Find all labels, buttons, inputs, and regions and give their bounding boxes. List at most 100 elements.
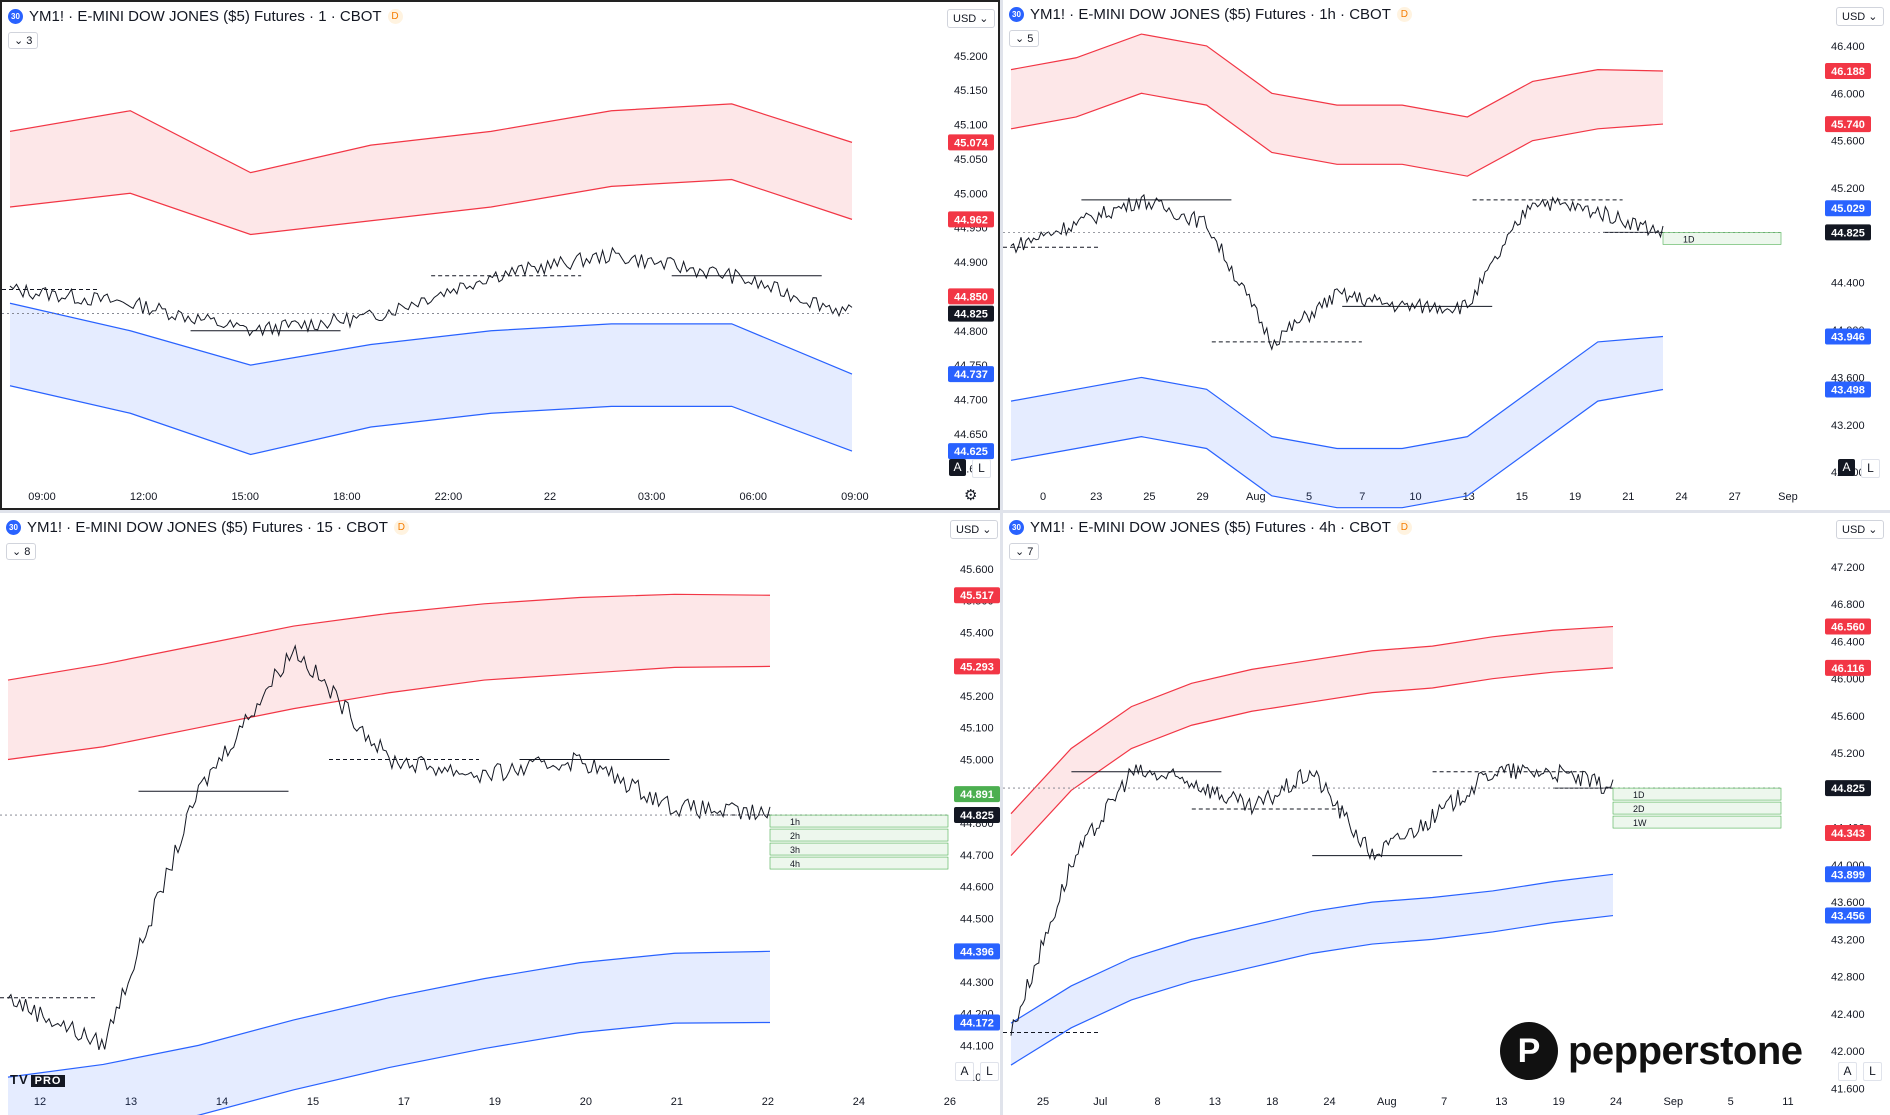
price-tag-label: 44.825 <box>1831 227 1865 239</box>
chart-title[interactable]: YM1! · E-MINI DOW JONES ($5) Futures · 1… <box>29 8 382 25</box>
x-tick-label: Sep <box>1664 1096 1684 1108</box>
projection-zone <box>769 814 949 828</box>
x-tick-label: Sep <box>1778 491 1798 503</box>
auto-scale-button[interactable]: A <box>955 1062 974 1081</box>
currency-selector[interactable]: USD ⌄ <box>950 520 998 539</box>
x-tick-label: 18 <box>1266 1096 1278 1108</box>
projection-zone <box>1612 787 1782 801</box>
chart-panel-15m[interactable]: 45.60045.50045.40045.30045.20045.10045.0… <box>0 513 1000 1115</box>
y-tick-label: 45.600 <box>1831 136 1865 148</box>
lower-inner-band-line <box>9 302 853 375</box>
log-scale-button[interactable]: L <box>1863 1062 1882 1081</box>
dividend-badge[interactable]: D <box>387 9 403 24</box>
y-tick-label: 46.400 <box>1831 41 1865 53</box>
pepperstone-logo: P pepperstone <box>1500 1022 1803 1080</box>
y-tick-label: 45.150 <box>954 85 988 97</box>
y-tick-label: 45.100 <box>960 723 994 735</box>
price-tag-label: 43.946 <box>1831 331 1865 343</box>
indicator-count-toggle[interactable]: ⌄ 8 <box>6 543 37 560</box>
auto-scale-button[interactable]: A <box>1838 1062 1857 1081</box>
dividend-badge[interactable]: D <box>393 520 409 535</box>
indicator-count: 3 <box>26 35 33 47</box>
price-tag-label: 43.456 <box>1831 911 1865 923</box>
log-scale-button[interactable]: L <box>972 459 991 478</box>
dividend-badge[interactable]: D <box>1396 7 1412 22</box>
chart-panel-1m[interactable]: 45.200 45.150 45.100 45.050 45.000 44.950 44.9… <box>0 0 1000 510</box>
currency-selector[interactable]: USD ⌄ <box>947 9 995 28</box>
y-tick-label: 44.400 <box>1831 278 1865 290</box>
price-tag <box>954 587 1000 604</box>
chart-title[interactable]: YM1! · E-MINI DOW JONES ($5) Futures · 4… <box>1030 519 1391 536</box>
auto-scale-button[interactable]: A <box>949 459 966 476</box>
price-tag <box>1825 224 1871 241</box>
currency-selector[interactable]: USD ⌄ <box>1836 520 1884 539</box>
auto-scale-button[interactable]: A <box>1838 459 1855 476</box>
upper-inner-band-line <box>1010 92 1664 177</box>
x-tick-label: 22:00 <box>435 491 463 503</box>
upper-band-fill <box>1011 626 1613 856</box>
y-tick-label: 46.400 <box>1831 636 1865 648</box>
price-tag-label: 45.074 <box>954 137 989 149</box>
x-tick-label: 29 <box>1197 491 1209 503</box>
price-tag-label: 44.737 <box>954 369 988 381</box>
currency-selector[interactable]: USD ⌄ <box>1836 7 1884 26</box>
y-tick-label: 44.650 <box>954 429 988 441</box>
chart-panel-1h[interactable]: 46.40046.00045.60045.20044.80044.40044.0… <box>1003 0 1890 510</box>
chart-title[interactable]: YM1! · E-MINI DOW JONES ($5) Futures · 1… <box>1030 6 1391 23</box>
indicator-count-toggle[interactable]: ⌄ 7 <box>1009 543 1040 560</box>
y-tick-label: 42.400 <box>1831 1009 1865 1021</box>
y-tick-label: 43.200 <box>1831 934 1865 946</box>
y-tick-label: 44.700 <box>960 850 994 862</box>
price-tag <box>1825 63 1871 80</box>
y-tick-label: 45.600 <box>960 564 994 576</box>
x-tick-label: 24 <box>853 1096 865 1108</box>
y-tick-label: 43.600 <box>1831 372 1865 384</box>
chart-canvas-1h[interactable]: 46.40046.00045.60045.20044.80044.40044.0… <box>1003 0 1890 510</box>
price-tag <box>1825 907 1871 924</box>
price-tag <box>948 211 994 228</box>
price-tag <box>948 443 994 460</box>
pepperstone-wordmark: pepperstone <box>1568 1028 1803 1073</box>
price-tag-label: 43.899 <box>1831 869 1865 881</box>
price-tag-label: 44.891 <box>960 789 994 801</box>
y-tick-label: 44.500 <box>960 913 994 925</box>
log-scale-button[interactable]: L <box>1861 459 1880 478</box>
upper-band-line <box>9 103 853 174</box>
currency-label: USD <box>1842 524 1866 536</box>
chart-title[interactable]: YM1! · E-MINI DOW JONES ($5) Futures · 1… <box>27 519 388 536</box>
x-tick-label: 13 <box>1463 491 1475 503</box>
x-tick-label: 26 <box>944 1096 956 1108</box>
chart-canvas-1m[interactable]: 45.20045.15045.10045.05045.00044.95044.9… <box>2 2 998 508</box>
price-series-line <box>7 644 771 1051</box>
x-tick-label: 12 <box>34 1096 46 1108</box>
chart-panel-4h[interactable]: 47.200 46.800 46.400 46.000 45.600 45.200 44.8… <box>1003 513 1890 1115</box>
price-tag <box>1825 328 1871 345</box>
x-tick-label: 22 <box>762 1096 774 1108</box>
x-tick-label: 25 <box>1143 491 1155 503</box>
indicator-count-toggle[interactable]: ⌄ 3 <box>8 32 39 49</box>
gear-icon[interactable]: ⚙ <box>964 487 978 504</box>
currency-label: USD <box>1842 11 1866 23</box>
price-tag <box>1825 381 1871 398</box>
dividend-badge[interactable]: D <box>1396 520 1412 535</box>
indicator-count-toggle[interactable]: ⌄ 5 <box>1009 30 1040 47</box>
zone-label: 1h <box>790 817 800 827</box>
auto-log-controls: A L <box>955 1062 999 1081</box>
chart-header: 30 YM1! · E-MINI DOW JONES ($5) Futures … <box>6 519 409 536</box>
chart-canvas-15m[interactable]: 45.60045.50045.40045.30045.20045.10045.0… <box>0 513 1000 1115</box>
price-tag-label: 46.560 <box>1831 622 1865 634</box>
upper-inner-band-line <box>9 178 853 236</box>
x-tick-label: 22 <box>544 491 556 503</box>
x-tick-label: 24 <box>1323 1096 1335 1108</box>
x-tick-label: 5 <box>1728 1096 1734 1108</box>
log-scale-button[interactable]: L <box>980 1062 999 1081</box>
price-tag <box>948 134 994 151</box>
chart-canvas-4h[interactable]: 47.200 46.800 46.400 46.000 45.600 45.200 44.8… <box>1003 513 1890 1115</box>
x-tick-label: 19 <box>1569 491 1581 503</box>
price-tag-label: 44.825 <box>954 309 988 321</box>
x-tick-label: Aug <box>1377 1096 1397 1108</box>
y-tick-label: 41.600 <box>1831 1083 1865 1095</box>
price-tag <box>1825 780 1871 797</box>
x-tick-label: 15 <box>307 1096 319 1108</box>
upper-band-line <box>7 593 771 681</box>
